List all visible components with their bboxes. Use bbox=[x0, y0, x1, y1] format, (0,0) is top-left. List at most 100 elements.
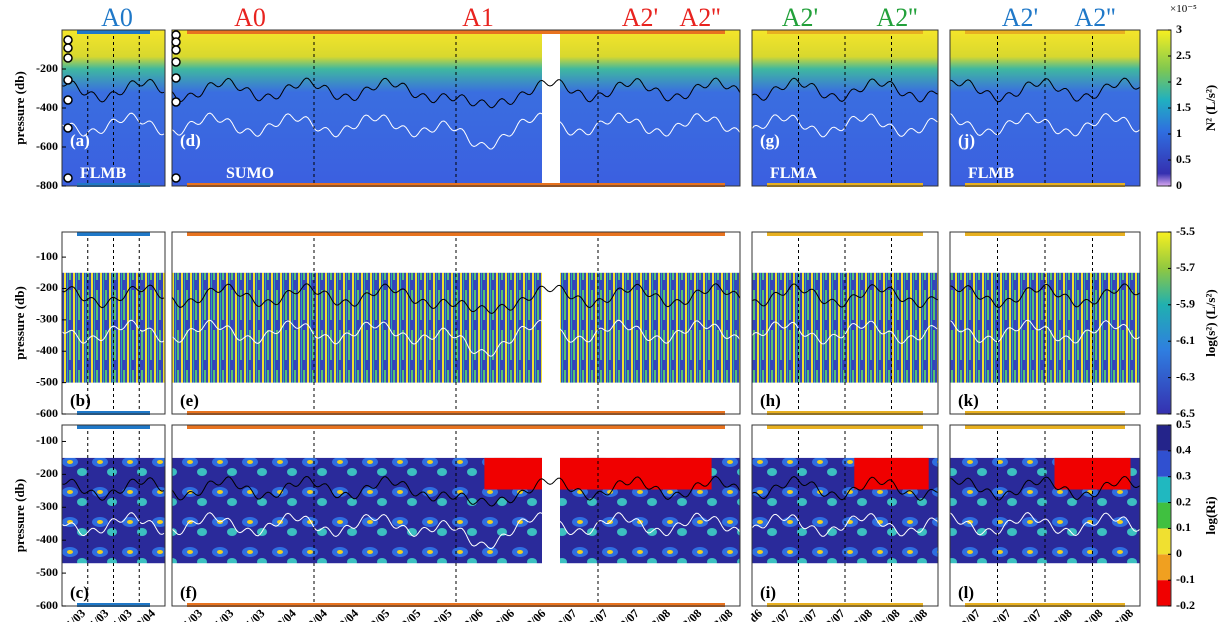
colorbar-label: log(s²) (L/s²) bbox=[1203, 289, 1218, 356]
instrument-marker bbox=[63, 95, 73, 105]
panel-label: (i) bbox=[760, 583, 776, 602]
column-title: A2'' bbox=[679, 3, 720, 32]
instrument-marker bbox=[171, 97, 181, 107]
y-tick-label: -600 bbox=[36, 598, 58, 612]
colorbar-tick-label: 2.5 bbox=[1176, 48, 1191, 62]
x-tick-label: 18/08 bbox=[873, 606, 902, 622]
y-tick-label: -600 bbox=[36, 139, 58, 153]
y-tick-label: -500 bbox=[36, 565, 58, 579]
x-tick-label: 28/08 bbox=[1107, 606, 1136, 622]
panel-label: (a) bbox=[70, 131, 90, 150]
column-title: A0 bbox=[234, 3, 266, 32]
colorbar-tick-label: -6.5 bbox=[1176, 406, 1195, 420]
colorbar-tick-label: 2 bbox=[1176, 74, 1182, 88]
x-tick-label: 28/08 bbox=[901, 606, 930, 622]
contour-line bbox=[171, 319, 741, 357]
column-title: A2' bbox=[622, 3, 658, 32]
panel-label: (k) bbox=[958, 391, 979, 410]
y-tick-label: -100 bbox=[36, 433, 58, 447]
instrument-marker bbox=[63, 43, 73, 53]
x-tick-label: 31/03 bbox=[105, 606, 134, 622]
panel-label: (c) bbox=[70, 583, 89, 602]
x-tick-label: 09/07 bbox=[954, 606, 983, 622]
y-tick-label: -500 bbox=[36, 374, 58, 388]
station-label: SUMO bbox=[226, 165, 274, 182]
panel-frame bbox=[949, 424, 1141, 607]
instrument-marker bbox=[171, 37, 181, 47]
panel-label: (l) bbox=[958, 583, 974, 602]
y-tick-label: -400 bbox=[36, 532, 58, 546]
data-gap bbox=[542, 232, 560, 414]
colorbar-label: log(Ri) bbox=[1203, 496, 1218, 534]
x-tick-label: 08/08 bbox=[644, 606, 673, 622]
colorbar-segment bbox=[1157, 554, 1171, 581]
contour-line bbox=[171, 112, 741, 150]
instrument-marker bbox=[171, 45, 181, 55]
y-tick-label: -400 bbox=[36, 100, 58, 114]
y-tick-label: -200 bbox=[36, 280, 58, 294]
station-label: FLMB bbox=[968, 165, 1015, 182]
contour-line bbox=[751, 77, 939, 103]
x-tick-label: 18/08 bbox=[1076, 606, 1105, 622]
x-tick-label: d6 bbox=[746, 606, 765, 622]
x-tick-label: 19/07 bbox=[581, 606, 610, 622]
colorbar-segment bbox=[1157, 528, 1171, 555]
panel-frame bbox=[171, 29, 741, 187]
colorbar-tick-label: -5.5 bbox=[1176, 224, 1195, 238]
panel-frame bbox=[949, 231, 1141, 415]
panel-label: (e) bbox=[180, 391, 199, 410]
y-tick-label: -400 bbox=[36, 343, 58, 357]
contour-line bbox=[949, 475, 1141, 501]
y-axis-label: pressure (db) bbox=[12, 479, 27, 553]
contour-line bbox=[171, 77, 741, 109]
x-tick-label: 29/07 bbox=[818, 606, 847, 622]
colorbar-segment bbox=[1157, 450, 1171, 477]
colorbar-segment bbox=[1157, 425, 1171, 451]
colorbar-tick-label: 0 bbox=[1176, 178, 1182, 192]
contour-line bbox=[949, 283, 1141, 309]
x-tick-label: 29/07 bbox=[613, 606, 642, 622]
panel-label: (g) bbox=[760, 131, 780, 150]
colorbar-segment bbox=[1157, 580, 1171, 606]
instrument-marker bbox=[63, 53, 73, 63]
instrument-marker bbox=[171, 73, 181, 83]
contour-line bbox=[61, 284, 165, 309]
colorbar-frame bbox=[1156, 424, 1172, 607]
colorbar-label: N² (L/s²) bbox=[1203, 85, 1218, 131]
contour-line bbox=[949, 319, 1141, 344]
x-tick-label: 09/07 bbox=[763, 606, 792, 622]
colorbar-tick-label: -0.2 bbox=[1176, 598, 1195, 612]
panel-frame bbox=[751, 231, 939, 415]
x-tick-label: 08/08 bbox=[846, 606, 875, 622]
x-tick-label: 18/08 bbox=[675, 606, 704, 622]
contour-line bbox=[61, 112, 165, 137]
column-title: A2' bbox=[1002, 3, 1038, 32]
colorbar-tick-label: -0.1 bbox=[1176, 572, 1195, 586]
panel-frame bbox=[171, 424, 741, 607]
column-title: A0 bbox=[101, 3, 133, 32]
colorbar-tick-label: 0.4 bbox=[1176, 443, 1191, 457]
contour-line bbox=[61, 512, 165, 537]
data-gap bbox=[542, 425, 560, 606]
colorbar-tick-label: 1.5 bbox=[1176, 100, 1191, 114]
contour-line bbox=[949, 512, 1141, 537]
colorbar-tick-label: 0.2 bbox=[1176, 494, 1191, 508]
instrument-marker bbox=[63, 35, 73, 45]
y-tick-label: -100 bbox=[36, 249, 58, 263]
station-label: FLMA bbox=[770, 165, 818, 182]
panel-frame bbox=[61, 231, 166, 415]
x-tick-label: 31/03 bbox=[238, 606, 267, 622]
contour-line bbox=[949, 112, 1141, 137]
y-tick-label: -300 bbox=[36, 312, 58, 326]
y-tick-label: -200 bbox=[36, 466, 58, 480]
x-tick-label: 09/07 bbox=[550, 606, 579, 622]
panel-frame bbox=[171, 231, 741, 415]
colorbar-tick-label: 1 bbox=[1176, 126, 1182, 140]
instrument-marker bbox=[63, 75, 73, 85]
instrument-marker bbox=[171, 173, 181, 183]
y-tick-label: -600 bbox=[36, 406, 58, 420]
panel-frame bbox=[61, 424, 166, 607]
y-axis-label: pressure (db) bbox=[12, 71, 27, 145]
column-title: A2'' bbox=[876, 3, 917, 32]
